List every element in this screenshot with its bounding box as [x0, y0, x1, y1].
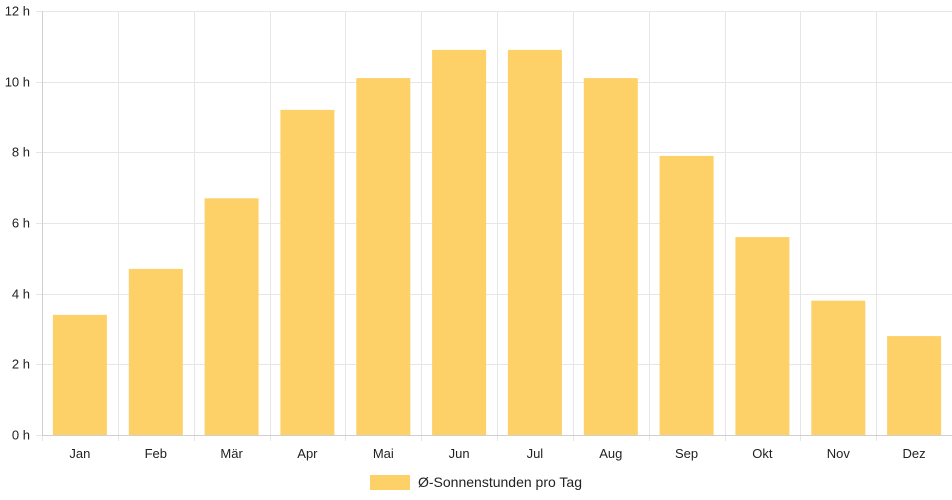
- y-tick-label: 0 h: [12, 428, 30, 443]
- y-tick-label: 10 h: [5, 75, 30, 90]
- bar-apr[interactable]: [280, 109, 335, 436]
- bar-layer: [52, 49, 942, 436]
- x-tick-label: Mär: [220, 446, 243, 461]
- x-tick-label: Jun: [449, 446, 470, 461]
- bar-jan[interactable]: [52, 314, 107, 435]
- legend[interactable]: Ø-Sonnenstunden pro Tag: [370, 474, 582, 490]
- bar-sep[interactable]: [659, 155, 714, 435]
- x-tick-label: Nov: [827, 446, 851, 461]
- bar-nov[interactable]: [811, 300, 866, 435]
- bar-mär[interactable]: [204, 198, 259, 435]
- y-tick-label: 8 h: [12, 145, 30, 160]
- x-tick-label: Jul: [527, 446, 544, 461]
- y-tick-label: 6 h: [12, 216, 30, 231]
- x-tick-label: Feb: [145, 446, 167, 461]
- bar-okt[interactable]: [735, 237, 790, 435]
- bar-feb[interactable]: [128, 268, 183, 435]
- y-tick-label: 2 h: [12, 357, 30, 372]
- legend-label[interactable]: Ø-Sonnenstunden pro Tag: [418, 474, 582, 490]
- x-tick-label: Aug: [599, 446, 622, 461]
- x-tick-label: Dez: [903, 446, 926, 461]
- bar-jun[interactable]: [432, 49, 487, 436]
- legend-swatch[interactable]: [370, 475, 410, 490]
- x-tick-label: Jan: [69, 446, 90, 461]
- bar-mai[interactable]: [356, 78, 411, 435]
- x-tick-label: Mai: [373, 446, 394, 461]
- bar-dez[interactable]: [887, 336, 942, 435]
- y-tick-label: 12 h: [5, 4, 30, 19]
- x-tick-label: Sep: [675, 446, 698, 461]
- y-tick-label: 4 h: [12, 287, 30, 302]
- x-tick-label: Apr: [297, 446, 318, 461]
- grid-layer: [36, 11, 952, 441]
- axis-layer: 0 h 2 h 4 h 6 h 8 h 10 h 12 h Jan Feb Mär Apr Mai Ju…: [5, 4, 952, 461]
- bar-aug[interactable]: [583, 78, 638, 435]
- bar-jul[interactable]: [507, 49, 562, 436]
- x-tick-label: Okt: [752, 446, 773, 461]
